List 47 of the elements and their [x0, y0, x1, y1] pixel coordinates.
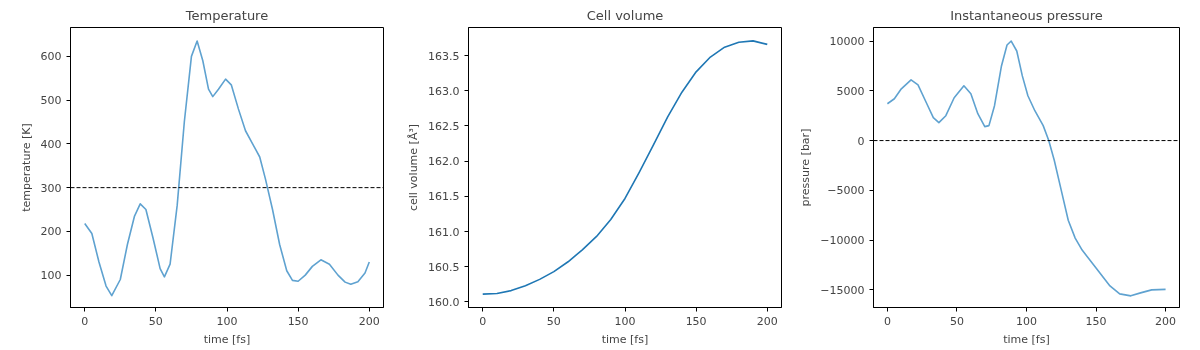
chart-title: Cell volume [586, 7, 664, 23]
x-tick-label: 0 [479, 314, 487, 328]
y-tick-label: 500 [40, 94, 62, 108]
y-tick-label: 160.5 [428, 260, 460, 274]
chart-title: Temperature [184, 7, 269, 23]
x-tick-label: 200 [358, 314, 380, 328]
x-tick-label: 50 [949, 314, 964, 328]
y-tick-label: 163.5 [428, 49, 460, 63]
y-tick-label: 600 [40, 50, 62, 64]
y-tick-label: −15000 [820, 283, 865, 297]
chart-title: Instantaneous pressure [950, 7, 1103, 23]
y-tick-label: 400 [40, 137, 62, 151]
y-tick-label: 300 [40, 181, 62, 195]
y-tick-label: 161.5 [428, 190, 460, 204]
line-series [83, 40, 371, 297]
y-tick-label: 100 [40, 269, 62, 283]
y-axis-title: pressure [bar] [799, 128, 813, 207]
x-axis-title: time [fs] [601, 332, 649, 346]
y-tick-label: 5000 [836, 84, 865, 98]
x-tick-label: 100 [216, 314, 238, 328]
x-tick-label: 150 [287, 314, 309, 328]
x-tick-label: 150 [685, 314, 707, 328]
y-tick-label: 161.0 [428, 225, 460, 239]
y-axis-title: cell volume [Å³] [407, 123, 421, 212]
x-tick-label: 200 [756, 314, 778, 328]
x-tick-label: 0 [81, 314, 89, 328]
y-tick-label: 162.0 [428, 155, 460, 169]
y-tick-label: 163.0 [428, 84, 460, 98]
line-series [886, 40, 1167, 297]
y-tick-label: 0 [857, 134, 865, 148]
x-tick-label: 100 [1016, 314, 1037, 328]
x-tick-label: 0 [883, 314, 891, 328]
x-tick-label: 200 [1155, 314, 1177, 328]
x-tick-label: 150 [1085, 314, 1107, 328]
x-tick-label: 50 [546, 314, 561, 328]
x-tick-label: 100 [614, 314, 636, 328]
y-tick-label: 10000 [829, 35, 865, 49]
y-axis-title: temperature [K] [19, 123, 33, 212]
y-tick-label: 200 [40, 225, 62, 239]
line-series [481, 40, 769, 295]
y-tick-label: 162.5 [428, 119, 460, 133]
y-tick-label: −10000 [820, 234, 865, 248]
x-tick-label: 50 [148, 314, 163, 328]
y-tick-label: 160.0 [428, 295, 460, 309]
y-tick-label: −5000 [827, 184, 865, 198]
x-axis-title: time [fs] [203, 332, 251, 346]
x-axis-title: time [fs] [1003, 332, 1050, 346]
